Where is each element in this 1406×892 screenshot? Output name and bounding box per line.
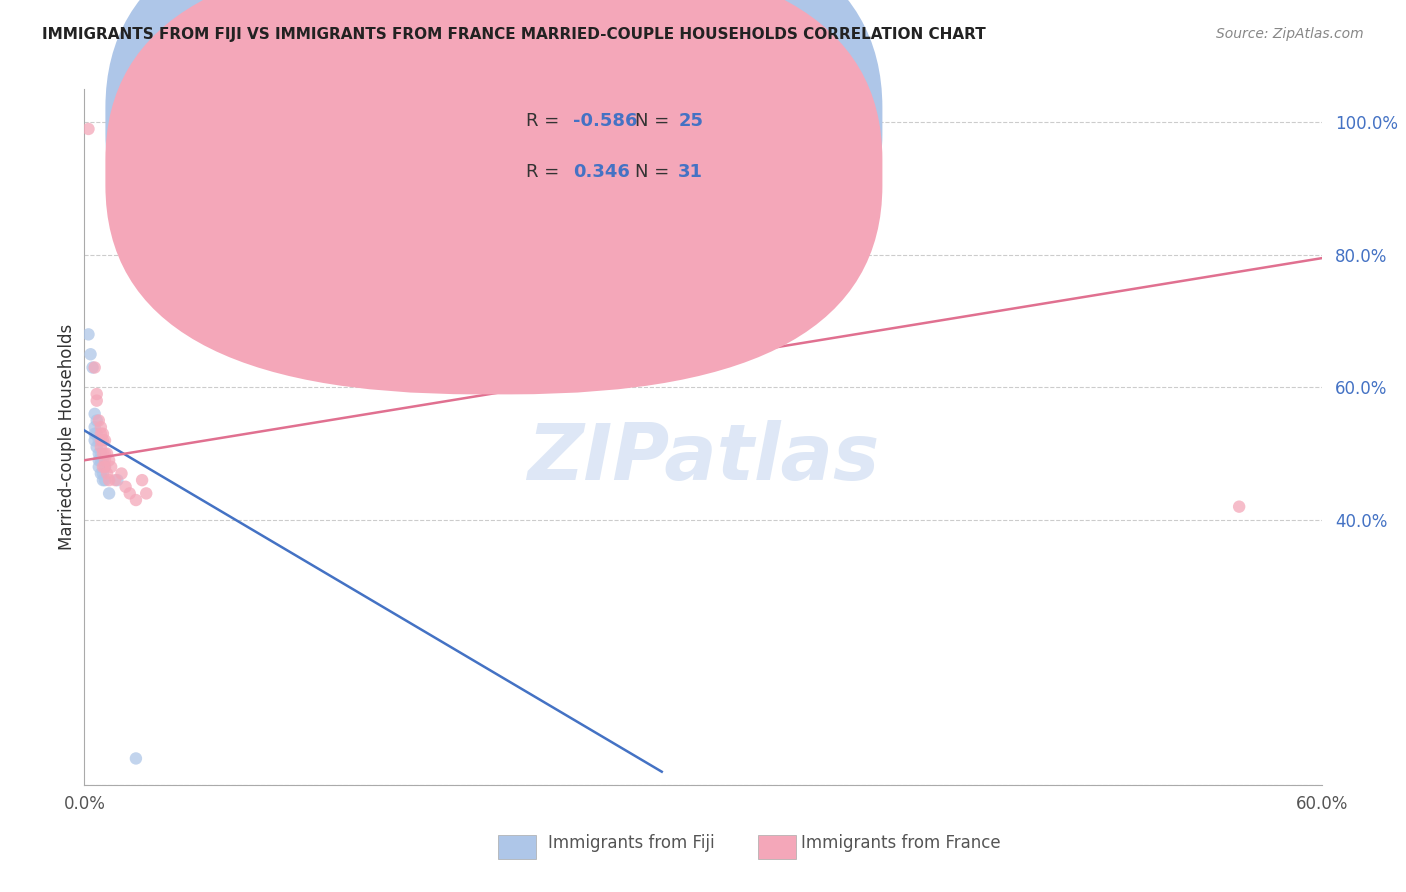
Point — [114, 480, 136, 494]
Point — [83, 426, 105, 441]
Point — [87, 459, 110, 474]
Point — [125, 493, 148, 508]
Text: Immigrants from Fiji: Immigrants from Fiji — [548, 834, 716, 852]
Text: -0.586: -0.586 — [574, 112, 637, 129]
Point — [94, 459, 117, 474]
FancyBboxPatch shape — [105, 0, 883, 343]
Point — [98, 473, 121, 487]
Point — [91, 447, 114, 461]
Point — [105, 473, 128, 487]
Point — [83, 420, 105, 434]
Point — [87, 453, 110, 467]
Text: 31: 31 — [678, 163, 703, 181]
Text: Immigrants from France: Immigrants from France — [801, 834, 1001, 852]
Point — [90, 420, 112, 434]
Point — [83, 360, 105, 375]
Point — [83, 407, 105, 421]
Point — [96, 467, 118, 481]
Point — [91, 459, 114, 474]
Point — [98, 453, 121, 467]
FancyBboxPatch shape — [105, 0, 883, 394]
Point — [91, 426, 114, 441]
Point — [94, 447, 117, 461]
Text: N =: N = — [636, 163, 675, 181]
Point — [131, 473, 153, 487]
Text: N =: N = — [636, 112, 675, 129]
Point — [87, 434, 110, 448]
Point — [79, 347, 101, 361]
Point — [90, 453, 112, 467]
Point — [1227, 500, 1250, 514]
Text: ZIPatlas: ZIPatlas — [527, 420, 879, 496]
Point — [148, 215, 170, 229]
Point — [96, 447, 118, 461]
Point — [90, 434, 112, 448]
FancyBboxPatch shape — [456, 96, 734, 197]
Point — [86, 426, 108, 441]
Point — [90, 467, 112, 481]
Text: 0.346: 0.346 — [574, 163, 630, 181]
Point — [86, 393, 108, 408]
Point — [90, 447, 112, 461]
Point — [90, 426, 112, 441]
Point — [110, 467, 132, 481]
Point — [104, 473, 127, 487]
Text: Source: ZipAtlas.com: Source: ZipAtlas.com — [1216, 27, 1364, 41]
Text: 25: 25 — [678, 112, 703, 129]
Point — [91, 453, 114, 467]
Point — [86, 440, 108, 454]
Point — [94, 473, 117, 487]
Y-axis label: Married-couple Households: Married-couple Households — [58, 324, 76, 550]
Point — [94, 434, 117, 448]
Point — [94, 453, 117, 467]
Point — [87, 413, 110, 427]
Point — [87, 447, 110, 461]
Text: R =: R = — [526, 112, 565, 129]
Point — [118, 486, 141, 500]
Point — [77, 327, 100, 342]
Point — [135, 486, 157, 500]
Point — [77, 122, 100, 136]
Point — [91, 434, 114, 448]
Point — [86, 413, 108, 427]
Point — [100, 459, 122, 474]
Point — [82, 360, 104, 375]
Point — [86, 387, 108, 401]
Point — [83, 434, 105, 448]
Point — [91, 467, 114, 481]
Point — [94, 459, 117, 474]
Text: R =: R = — [526, 163, 571, 181]
Point — [98, 486, 121, 500]
Point — [90, 440, 112, 454]
Point — [125, 751, 148, 765]
Point — [91, 473, 114, 487]
Text: IMMIGRANTS FROM FIJI VS IMMIGRANTS FROM FRANCE MARRIED-COUPLE HOUSEHOLDS CORRELA: IMMIGRANTS FROM FIJI VS IMMIGRANTS FROM … — [42, 27, 986, 42]
